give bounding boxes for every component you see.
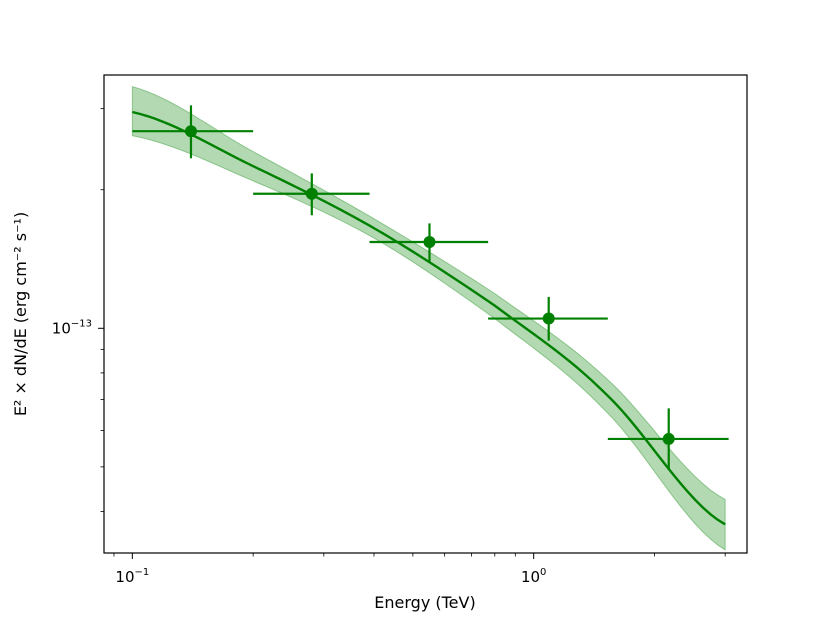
x-tick-label-2: 100	[521, 567, 546, 586]
x-tick-label-1: 10−1	[115, 567, 149, 586]
flux-point-5	[607, 408, 729, 469]
y-axis-ticks: 10−13	[52, 108, 104, 512]
y-tick-label-1: 10−13	[52, 318, 92, 337]
flux-point-3	[369, 223, 489, 263]
y-axis-label: E² × dN/dE (erg cm⁻² s⁻¹)	[11, 212, 30, 416]
flux-point-1	[132, 105, 254, 159]
x-tick-base: 10	[521, 568, 540, 586]
plot-frame	[103, 74, 748, 554]
x-axis-label: Energy (TeV)	[374, 593, 475, 612]
data-marker	[305, 187, 318, 200]
x-tick-base: 10	[115, 568, 134, 586]
x-tick-exponent: −1	[135, 567, 150, 578]
flux-points-layer	[132, 105, 729, 469]
flux-point-2	[253, 173, 370, 216]
x-axis-ticks: 10−1 100	[113, 553, 726, 586]
data-marker	[662, 432, 675, 445]
y-tick-exponent: −13	[71, 318, 92, 329]
data-marker	[542, 312, 555, 325]
data-marker	[423, 235, 436, 248]
flux-point-4	[488, 296, 608, 341]
data-marker	[184, 125, 197, 138]
x-tick-exponent: 0	[540, 567, 546, 578]
y-tick-base: 10	[52, 319, 71, 337]
